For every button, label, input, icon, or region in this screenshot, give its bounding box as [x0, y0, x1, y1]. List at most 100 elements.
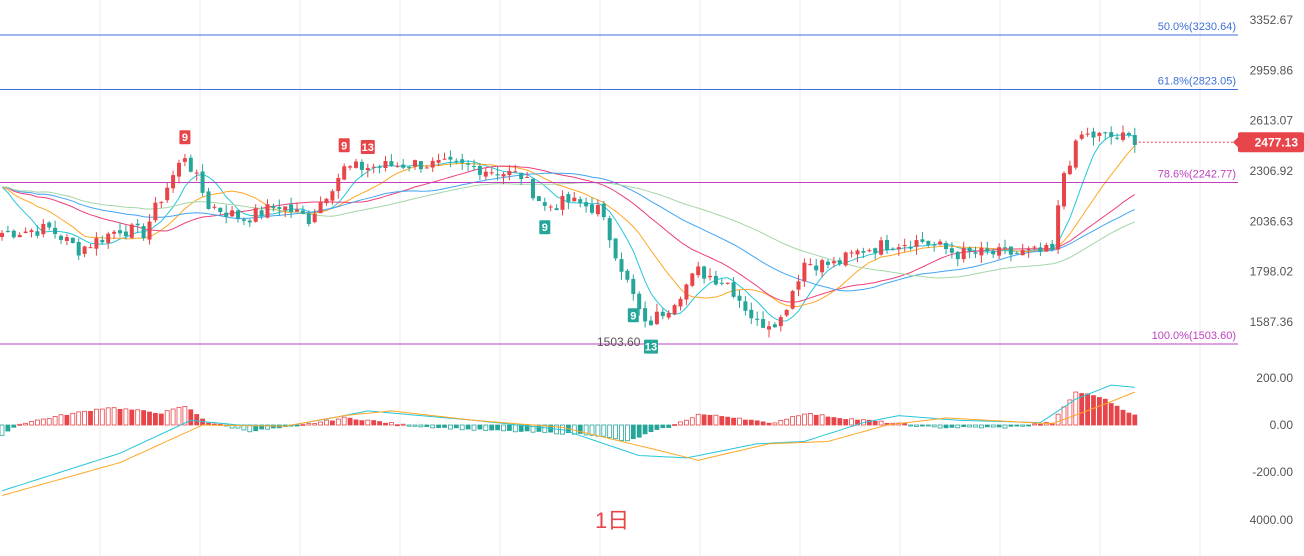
candle[interactable] — [985, 241, 990, 255]
candle[interactable] — [702, 265, 707, 284]
candle[interactable] — [802, 258, 807, 288]
candle[interactable] — [106, 231, 111, 249]
candle[interactable] — [11, 229, 16, 239]
candle[interactable] — [690, 272, 695, 288]
candle[interactable] — [542, 197, 547, 211]
candle[interactable] — [188, 154, 193, 173]
candle[interactable] — [1020, 243, 1025, 256]
candle[interactable] — [855, 248, 860, 263]
candle[interactable] — [713, 270, 718, 286]
candle[interactable] — [383, 156, 388, 172]
candle[interactable] — [914, 234, 919, 255]
candle[interactable] — [53, 220, 58, 239]
candle[interactable] — [501, 172, 506, 185]
candle[interactable] — [926, 240, 931, 248]
candle[interactable] — [843, 251, 848, 267]
candle[interactable] — [755, 311, 760, 326]
candle[interactable] — [678, 296, 683, 311]
candle[interactable] — [141, 223, 146, 241]
candle[interactable] — [312, 209, 317, 224]
candle[interactable] — [513, 164, 518, 173]
candle[interactable] — [820, 258, 825, 278]
candle[interactable] — [460, 153, 465, 170]
candle[interactable] — [1097, 131, 1102, 142]
candle[interactable] — [377, 164, 382, 174]
candle[interactable] — [64, 233, 69, 246]
candle[interactable] — [584, 197, 589, 213]
candle[interactable] — [973, 246, 978, 259]
candle[interactable] — [365, 163, 370, 178]
candle[interactable] — [17, 232, 22, 238]
candle[interactable] — [200, 164, 205, 197]
candle[interactable] — [737, 289, 742, 308]
candle[interactable] — [967, 246, 972, 259]
candle[interactable] — [324, 197, 329, 206]
candle[interactable] — [796, 274, 801, 297]
candle[interactable] — [1062, 171, 1066, 210]
candle[interactable] — [607, 215, 612, 248]
candle[interactable] — [731, 277, 736, 299]
candle[interactable] — [118, 222, 122, 237]
candle[interactable] — [896, 243, 901, 256]
candle[interactable] — [76, 238, 81, 260]
candle[interactable] — [1079, 131, 1084, 141]
candle[interactable] — [448, 150, 453, 168]
candle[interactable] — [1109, 126, 1114, 145]
candle[interactable] — [1115, 133, 1120, 141]
candle[interactable] — [153, 196, 158, 223]
candle[interactable] — [1085, 127, 1090, 137]
candle[interactable] — [991, 248, 996, 258]
candle[interactable] — [772, 322, 777, 328]
candle[interactable] — [938, 239, 943, 246]
candle[interactable] — [631, 274, 636, 301]
candle[interactable] — [902, 238, 907, 252]
candle[interactable] — [1056, 199, 1061, 254]
candle[interactable] — [1032, 245, 1037, 251]
candle[interactable] — [601, 200, 606, 221]
candle[interactable] — [790, 289, 795, 310]
candle[interactable] — [554, 204, 559, 211]
candle[interactable] — [100, 235, 105, 245]
candle[interactable] — [112, 229, 117, 239]
candle[interactable] — [814, 259, 819, 276]
candle[interactable] — [442, 152, 447, 160]
candle[interactable] — [259, 206, 264, 220]
candle[interactable] — [613, 238, 618, 261]
candle[interactable] — [560, 190, 565, 216]
candle[interactable] — [224, 204, 229, 224]
candle[interactable] — [289, 197, 294, 219]
candle[interactable] — [0, 229, 4, 241]
candle[interactable] — [70, 237, 75, 244]
candle[interactable] — [1003, 239, 1007, 255]
candle[interactable] — [430, 157, 435, 172]
candle[interactable] — [342, 163, 347, 181]
candle[interactable] — [590, 197, 594, 215]
candle[interactable] — [525, 171, 530, 178]
candle[interactable] — [908, 240, 913, 251]
candle[interactable] — [507, 165, 512, 181]
candle[interactable] — [920, 231, 925, 244]
candle[interactable] — [861, 247, 866, 259]
candle[interactable] — [578, 196, 583, 208]
candle[interactable] — [944, 240, 948, 255]
candle[interactable] — [1121, 125, 1125, 142]
candle[interactable] — [932, 241, 937, 252]
candle[interactable] — [625, 269, 630, 283]
candle[interactable] — [961, 241, 966, 263]
candle[interactable] — [1014, 251, 1019, 255]
candle[interactable] — [1067, 160, 1072, 176]
candle[interactable] — [35, 225, 40, 239]
candle[interactable] — [719, 278, 724, 286]
candle[interactable] — [784, 309, 789, 318]
candle[interactable] — [129, 222, 134, 239]
candlestick-series[interactable] — [0, 125, 1137, 338]
candle[interactable] — [371, 163, 376, 174]
candle[interactable] — [489, 168, 494, 176]
candle[interactable] — [29, 228, 34, 238]
candle[interactable] — [236, 209, 240, 223]
candle[interactable] — [743, 296, 748, 316]
candle[interactable] — [885, 234, 889, 254]
candle[interactable] — [135, 218, 140, 234]
candle[interactable] — [672, 303, 677, 316]
